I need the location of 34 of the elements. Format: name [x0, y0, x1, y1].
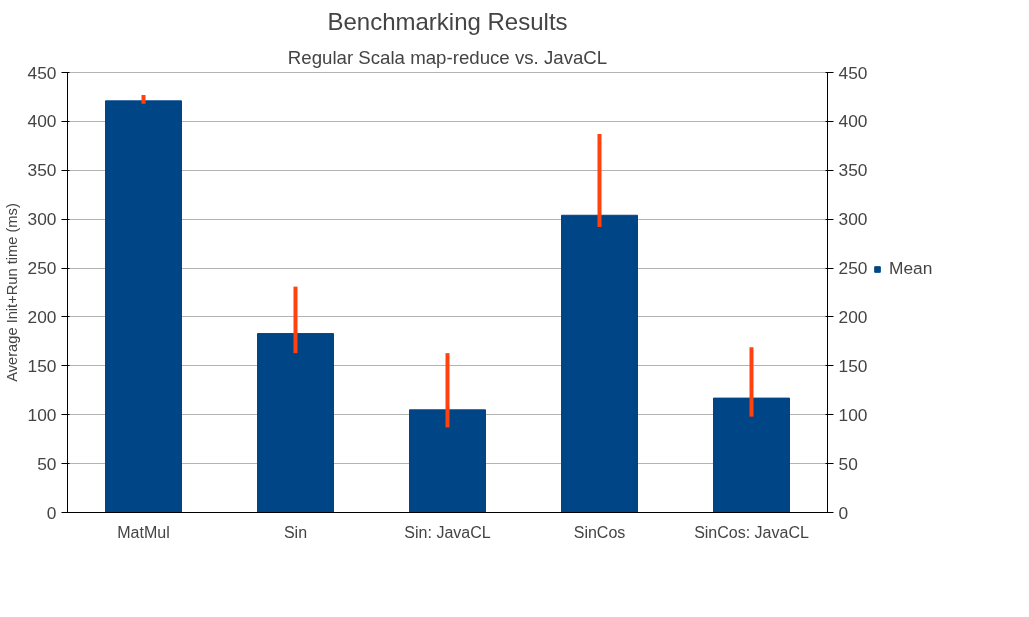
x-tick-label: Sin: [283, 523, 308, 541]
bar: [561, 214, 638, 513]
x-tick-label: SinCos: JavaCL: [694, 523, 809, 541]
chart-subtitle: Regular Scala map-reduce vs. JavaCL: [287, 46, 608, 68]
bar: [409, 409, 486, 513]
y-axis-title: Average Init+Run time (ms): [3, 203, 20, 382]
y2-tick-label: 400: [838, 111, 868, 132]
y-tick-label: 250: [27, 258, 57, 279]
y2-tick-label: 100: [838, 404, 868, 425]
y2-tick-label: 350: [838, 160, 868, 181]
y2-tick-label: 50: [838, 453, 858, 474]
y2-tick-label: 450: [838, 62, 868, 83]
chart-title: Benchmarking Results: [327, 7, 568, 35]
y2-tick-label: 0: [838, 502, 849, 523]
x-tick-label: Sin: JavaCL: [404, 523, 491, 541]
bar: [105, 100, 182, 513]
y-tick-label: 350: [27, 160, 57, 181]
y2-tick-label: 150: [838, 355, 868, 376]
y-tick-label: 200: [27, 306, 57, 327]
y2-tick-label: 250: [838, 258, 868, 279]
y-tick-label: 150: [27, 355, 57, 376]
y2-tick-label: 200: [838, 306, 868, 327]
y-tick-label: 300: [27, 209, 57, 230]
y-tick-label: 400: [27, 111, 57, 132]
bar: [713, 397, 790, 513]
x-tick-label: MatMul: [117, 523, 170, 541]
y-tick-label: 0: [46, 502, 57, 523]
legend-label: Mean: [889, 258, 933, 279]
y2-tick-label: 300: [838, 209, 868, 230]
x-tick-label: SinCos: [573, 523, 626, 541]
bar: [257, 333, 334, 513]
y-tick-label: 100: [27, 404, 57, 425]
y-tick-label: 50: [37, 453, 57, 474]
y-tick-label: 450: [27, 62, 57, 83]
